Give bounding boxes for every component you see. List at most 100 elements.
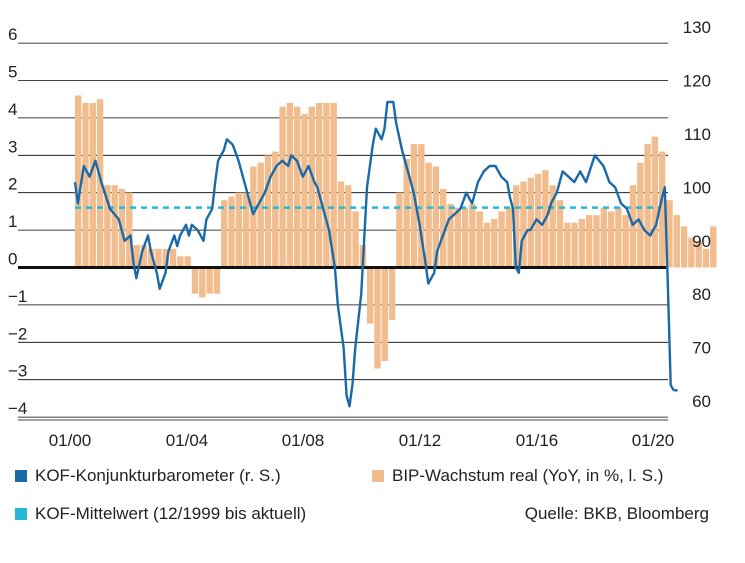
x-tick-label: 01/16 [516, 431, 559, 450]
gdp-bar [330, 102, 337, 268]
gdp-bar [607, 211, 615, 268]
gdp-bar [651, 136, 659, 268]
legend-gdp-swatch [372, 470, 384, 482]
legend-gdp-label: BIP-Wachstum real (YoY, in %, l. S.) [392, 466, 664, 485]
y-right-tick-label: 60 [692, 392, 711, 411]
gdp-bar [476, 211, 483, 268]
gdp-bar [177, 256, 184, 268]
gdp-bar [75, 95, 82, 268]
y-left-tick-label: 0 [8, 250, 17, 269]
gdp-bar [410, 144, 418, 268]
gdp-bar [549, 185, 556, 268]
gdp-bar [622, 215, 629, 268]
legend-mean: KOF-Mittelwert (12/1999 bis aktuell) [15, 504, 306, 524]
kof-line [73, 100, 678, 408]
x-tick-label: 01/20 [632, 431, 675, 450]
gdp-bar [659, 151, 666, 268]
legend-mean-swatch [15, 508, 27, 520]
gdp-bar [279, 106, 286, 268]
source-note: Quelle: BKB, Bloomberg [524, 504, 709, 523]
gdp-bar [447, 203, 454, 268]
y-left-tick-label: 2 [8, 175, 17, 194]
x-tick-label: 01/08 [282, 431, 325, 450]
y-left-tick-label: −1 [8, 287, 27, 306]
gdp-bar [308, 106, 315, 268]
gdp-bar [228, 196, 235, 268]
legend-kof-swatch [15, 470, 27, 482]
y-left-tick-label: 5 [8, 63, 17, 82]
y-left-tick-label: 6 [8, 25, 17, 44]
gdp-bar [381, 267, 388, 361]
gdp-bar [104, 185, 111, 268]
gdp-bar [483, 222, 491, 268]
y-left-tick-label: −3 [8, 362, 27, 381]
gdp-bar [388, 267, 396, 320]
gdp-bar [491, 218, 498, 268]
y-left-tick-label: 4 [8, 100, 17, 119]
gdp-bar [323, 102, 330, 268]
gdp-bar [294, 106, 301, 268]
gdp-bar [403, 159, 410, 268]
gdp-bar [593, 215, 600, 268]
gdp-bar [191, 267, 199, 294]
gdp-bar [213, 267, 221, 294]
gdp-bar [148, 248, 155, 268]
gdp-bar [556, 200, 564, 268]
y-right-tick-label: 70 [692, 339, 711, 358]
gdp-bar [418, 144, 425, 268]
gdp-bar [629, 185, 637, 268]
gdp-bar [89, 102, 96, 268]
gdp-bar [564, 222, 571, 268]
gdp-bar [162, 248, 169, 268]
y-left-tick-label: −2 [8, 324, 27, 343]
chart: 6 5 4 3 2 1 0 −1 −2 −3 −4 130 120 110 100 90 80 70 60 01/… [8, 18, 717, 450]
gdp-bar [286, 102, 294, 268]
gdp-bar [396, 192, 403, 268]
gdp-bar [367, 267, 374, 324]
gdp-bar [126, 192, 133, 268]
gdp-bar [169, 248, 177, 268]
gdp-bar [615, 207, 622, 268]
legend-kof: KOF-Konjunkturbarometer (r. S.) [15, 466, 281, 486]
gdp-bar [337, 181, 345, 268]
gdp-bar [199, 267, 206, 298]
gdp-bar [440, 188, 447, 268]
gdp-bar [454, 207, 461, 268]
gdp-bar [469, 203, 476, 268]
gdp-bar [133, 245, 140, 268]
legend-kof-label: KOF-Konjunkturbarometer (r. S.) [35, 466, 281, 485]
gdp-bar [206, 267, 213, 294]
y-left-tick-label: 3 [8, 137, 17, 156]
gdp-bar [184, 256, 191, 268]
y-right-tick-label: 130 [683, 18, 711, 37]
gdp-bar [272, 151, 279, 268]
gdp-bar [695, 241, 702, 268]
x-tick-label: 01/12 [399, 431, 442, 450]
gdp-bar [345, 185, 352, 268]
gdp-bar [520, 181, 527, 268]
gdp-bar [250, 166, 257, 268]
y-axis-right-labels: 130 120 110 100 90 80 70 60 [683, 18, 711, 411]
gdp-bar [710, 226, 717, 268]
gdp-bar [221, 200, 228, 268]
y-left-tick-label: −4 [8, 399, 27, 418]
gdp-bar [301, 114, 308, 268]
y-right-tick-label: 90 [692, 232, 711, 251]
gdp-bar [242, 192, 250, 268]
legend-gdp: BIP-Wachstum real (YoY, in %, l. S.) [372, 466, 663, 486]
gdp-bar [586, 215, 593, 268]
gdp-bar [315, 102, 323, 268]
gdp-bar [578, 218, 586, 268]
gdp-bar [257, 162, 264, 268]
y-right-tick-label: 80 [692, 285, 711, 304]
gdp-bar [140, 245, 148, 268]
gdp-bar [527, 177, 534, 268]
gdp-bar [513, 185, 520, 268]
y-left-tick-label: 1 [8, 212, 17, 231]
gdp-bar [600, 207, 607, 268]
gdp-bar [702, 248, 710, 268]
gdp-bar [505, 207, 513, 268]
y-right-tick-label: 120 [683, 72, 711, 91]
y-right-tick-label: 100 [683, 178, 711, 197]
gdp-bar [82, 102, 89, 268]
